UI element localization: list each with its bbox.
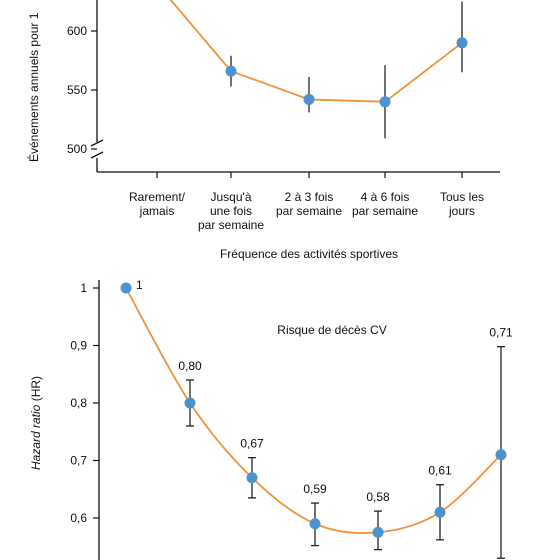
axis-break-mark — [90, 151, 104, 159]
data-label: 1 — [136, 278, 143, 292]
y-tick-label: 0,9 — [70, 339, 87, 353]
data-point — [379, 96, 391, 108]
x-category-label: 2 à 3 fois par semaine — [276, 190, 342, 218]
data-point — [303, 93, 315, 105]
data-point — [246, 472, 258, 484]
y-axis-title: Événements annuels pour 1 — [26, 12, 41, 162]
y-tick-label: 600 — [67, 24, 87, 38]
y-tick-label: 1 — [80, 281, 87, 295]
x-category-label: Tous les jours — [440, 190, 484, 218]
data-point — [309, 518, 321, 530]
x-category-label: Jusqu'à une fois par semaine — [198, 190, 264, 232]
data-point — [434, 506, 446, 518]
x-category-label: 4 à 6 fois par semaine — [352, 190, 418, 218]
y-tick-label: 0,8 — [70, 396, 87, 410]
data-label: 0,59 — [303, 482, 327, 496]
x-axis-title: Fréquence des activités sportives — [220, 247, 398, 261]
y-tick-label: 500 — [67, 142, 87, 156]
data-point — [225, 65, 237, 77]
axis-break-mark — [90, 139, 104, 147]
data-point — [372, 526, 384, 538]
data-label: 0,67 — [240, 437, 264, 451]
data-point — [120, 282, 132, 294]
y-tick-label: 0,7 — [70, 454, 87, 468]
x-category-label: Rarement/jamais — [129, 190, 186, 218]
data-point — [456, 37, 468, 49]
top-chart: 500 550 600 Rarement/jamais Jusqu'à une fois p… — [26, 0, 500, 261]
data-point — [184, 397, 196, 409]
data-label: 0,71 — [489, 326, 513, 340]
data-label: 0,58 — [366, 490, 390, 504]
data-point — [495, 449, 507, 461]
y-axis-title: Hazard ratio (HR) — [29, 376, 43, 470]
y-tick-label: 550 — [67, 83, 87, 97]
y-tick-label: 0,6 — [70, 511, 87, 525]
chart-title: Risque de décès CV — [277, 323, 386, 337]
data-label: 0,80 — [178, 359, 202, 373]
data-label: 0,61 — [428, 464, 452, 478]
bottom-chart: 0,6 0,7 0,8 0,9 1 Hazard ratio (HR) Risque de … — [29, 278, 513, 560]
